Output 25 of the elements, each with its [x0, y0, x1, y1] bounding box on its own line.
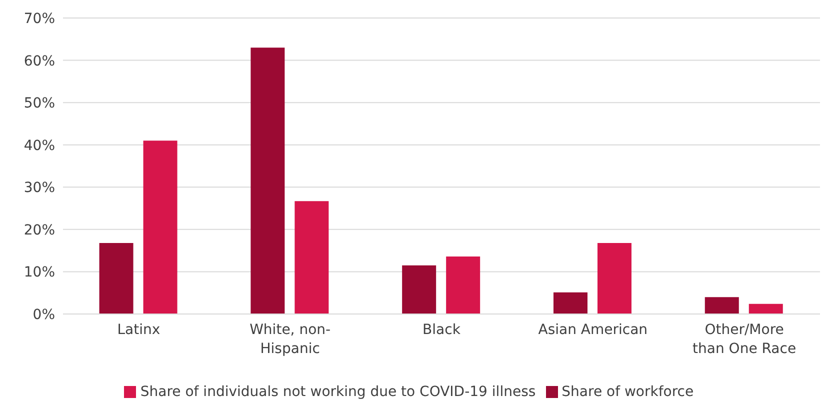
y-tick-label: 10%: [24, 264, 55, 281]
y-tick-label: 30%: [24, 180, 55, 196]
bar: [143, 140, 178, 314]
bar: [748, 304, 783, 314]
bar: [250, 48, 285, 314]
y-tick-label: 50%: [24, 96, 55, 112]
x-tick-label: Asian American: [538, 322, 648, 338]
x-tick-label: Other/More than One Race: [692, 322, 796, 357]
y-tick-label: 20%: [24, 222, 55, 238]
bar: [402, 265, 436, 314]
legend-label: Share of workforce: [562, 384, 694, 400]
y-tick-label: 40%: [24, 138, 55, 154]
bar: [553, 292, 588, 314]
y-tick-label: 70%: [24, 10, 55, 27]
legend-label: Share of individuals not working due to COVID-19 illness: [140, 384, 536, 400]
y-tick-label: 60%: [24, 53, 55, 70]
bar: [704, 297, 739, 314]
x-tick-label: White, non-Hispanic: [250, 322, 331, 357]
bar: [99, 242, 134, 314]
bar: [446, 256, 480, 314]
y-tick-label: 0%: [32, 306, 55, 323]
x-tick-label: Black: [422, 322, 462, 338]
x-tick-label: Latinx: [117, 322, 160, 338]
bar: [597, 242, 632, 314]
bar: [294, 201, 329, 314]
